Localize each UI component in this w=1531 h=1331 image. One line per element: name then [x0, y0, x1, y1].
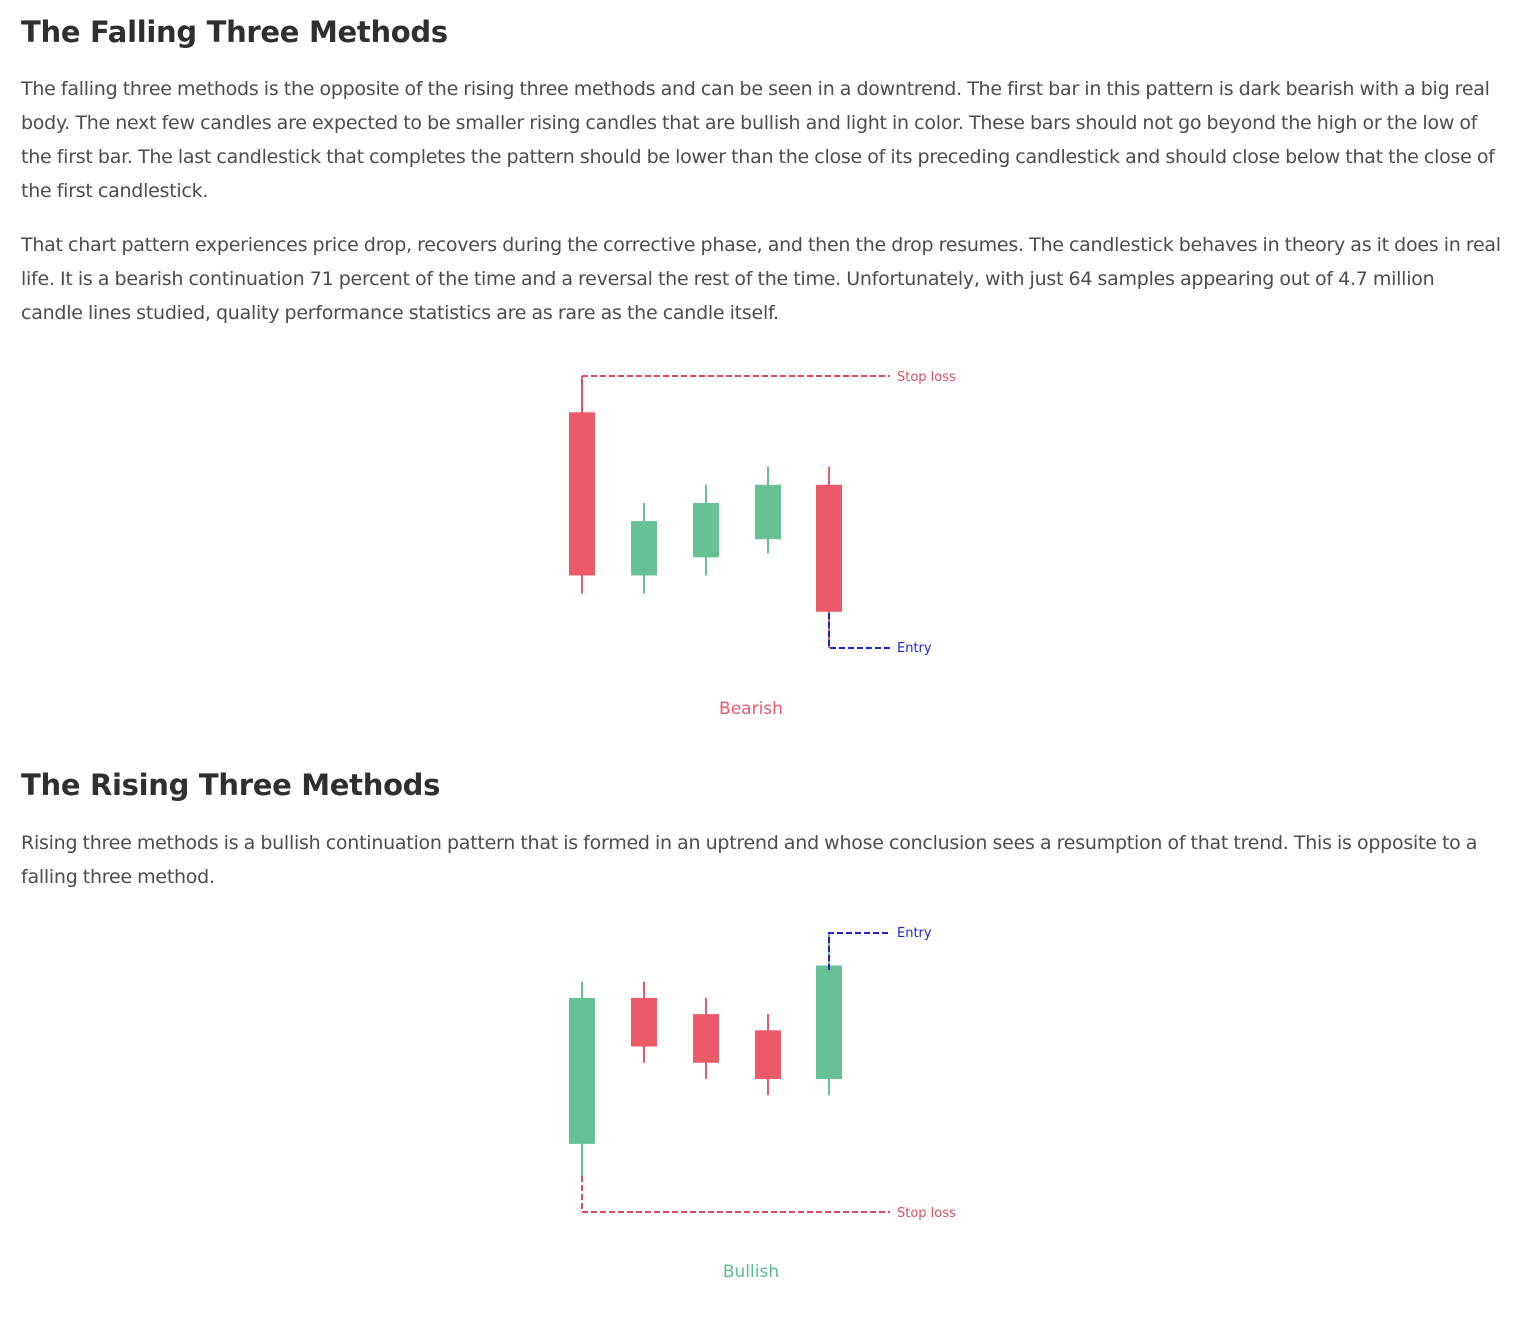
- stop-loss-line: [581, 375, 890, 412]
- figure-caption-bullish: Bullish: [723, 1262, 779, 1282]
- entry-line: [828, 613, 890, 649]
- bearish-candle-body: [631, 997, 657, 1047]
- bearish-candle-body: [693, 1014, 719, 1063]
- bearish-candle-body: [816, 484, 842, 612]
- stop-loss-line: [581, 1176, 890, 1213]
- paragraph-rising-1: Rising three methods is a bullish contin…: [21, 832, 1478, 888]
- bearish-pattern-figure: Stop loss Entry Bearish: [569, 370, 956, 719]
- bullish-candle-body: [569, 997, 595, 1144]
- paragraph-falling-1: The falling three methods is the opposit…: [21, 78, 1495, 202]
- bearish-candle-body: [755, 1030, 781, 1079]
- section-heading-rising: The Rising Three Methods: [21, 768, 441, 802]
- bullish-candle-body: [755, 484, 781, 540]
- entry-label: Entry: [897, 641, 932, 656]
- stop-loss-label: Stop loss: [897, 1206, 956, 1221]
- bullish-candle-body: [816, 965, 842, 1079]
- bullish-pattern-figure: Entry Stop loss Bullish: [569, 926, 956, 1282]
- stop-loss-label: Stop loss: [897, 370, 956, 385]
- figure-caption-bearish: Bearish: [719, 699, 783, 719]
- bearish-candle-body: [569, 412, 595, 576]
- paragraph-falling-2: That chart pattern experiences price dro…: [21, 234, 1501, 324]
- bullish-candle-body: [693, 502, 719, 558]
- bullish-candles: [569, 933, 842, 1177]
- bearish-candles: [569, 376, 842, 648]
- entry-label: Entry: [897, 926, 932, 941]
- section-heading-falling: The Falling Three Methods: [21, 15, 448, 49]
- entry-line: [828, 932, 890, 970]
- bullish-candle-body: [631, 521, 657, 576]
